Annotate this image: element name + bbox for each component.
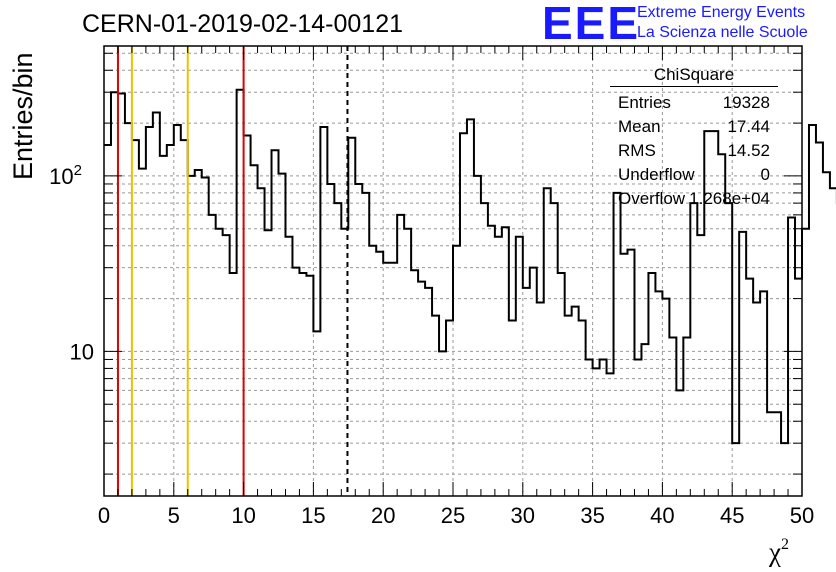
x-tick-label: 45 bbox=[720, 503, 744, 528]
logo-line-2: La Scienza nelle Scuole bbox=[637, 24, 808, 41]
stats-title: ChiSquare bbox=[610, 64, 778, 87]
x-tick-label: 15 bbox=[301, 503, 325, 528]
stats-value: 17.44 bbox=[727, 117, 770, 136]
stats-row-rms: RMS 14.52 bbox=[610, 139, 778, 163]
stats-row-mean: Mean 17.44 bbox=[610, 115, 778, 139]
stats-value: 1.268e+04 bbox=[689, 189, 770, 208]
stats-value: 19328 bbox=[722, 93, 770, 112]
x-tick-label: 30 bbox=[511, 503, 535, 528]
stats-value: 14.52 bbox=[727, 141, 770, 160]
x-tick-label: 25 bbox=[441, 503, 465, 528]
x-tick-label: 0 bbox=[98, 503, 110, 528]
stats-key: Overflow bbox=[618, 189, 686, 208]
eee-logo: EEE bbox=[542, 0, 641, 49]
histogram-line bbox=[104, 88, 836, 445]
y-axis-label: Entries/bin bbox=[8, 52, 38, 180]
run-title: CERN-01-2019-02-14-00121 bbox=[82, 10, 404, 38]
x-tick-label: 5 bbox=[168, 503, 180, 528]
stats-box: ChiSquare Entries 19328 Mean 17.44 RMS 1… bbox=[610, 64, 778, 211]
stats-key: Entries bbox=[618, 93, 671, 112]
stats-row-overflow: Overflow 1.268e+04 bbox=[610, 187, 778, 211]
y-tick-label: 10 bbox=[70, 339, 94, 364]
stats-key: Mean bbox=[618, 117, 661, 136]
stats-key: RMS bbox=[618, 141, 656, 160]
y-tick-label: 102 bbox=[49, 162, 82, 189]
x-tick-label: 10 bbox=[231, 503, 255, 528]
stats-key: Underflow bbox=[618, 165, 695, 184]
logo-line-1: Extreme Energy Events bbox=[637, 4, 806, 21]
stats-row-entries: Entries 19328 bbox=[610, 91, 778, 115]
stats-row-underflow: Underflow 0 bbox=[610, 163, 778, 187]
x-tick-label: 50 bbox=[790, 503, 814, 528]
stats-value: 0 bbox=[760, 165, 770, 184]
x-axis-label: χ2 bbox=[769, 536, 789, 567]
x-tick-label: 35 bbox=[580, 503, 604, 528]
x-tick-label: 40 bbox=[650, 503, 674, 528]
x-tick-label: 20 bbox=[371, 503, 395, 528]
